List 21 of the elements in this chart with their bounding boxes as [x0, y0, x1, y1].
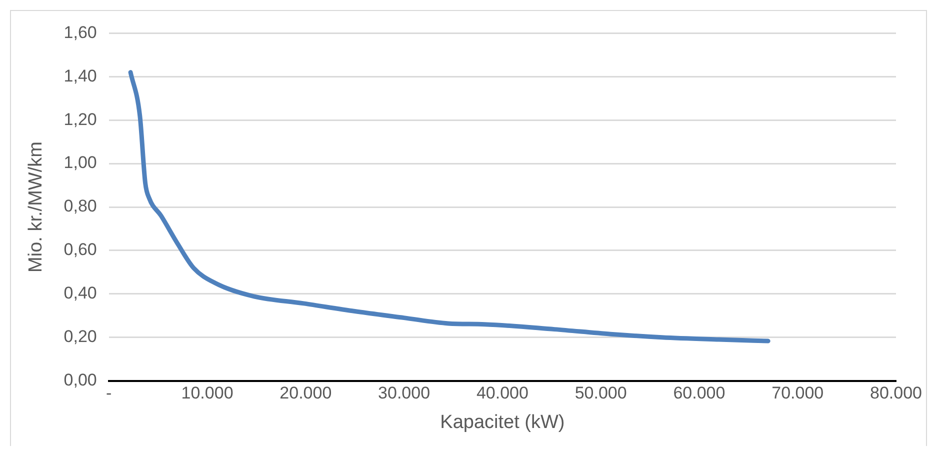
x-tick-label: 40.000 [476, 384, 528, 403]
x-tick-label: 30.000 [378, 384, 430, 403]
y-tick-label: 0,00 [64, 370, 97, 390]
y-tick-label: 1,60 [64, 22, 97, 42]
y-tick-label: 0,40 [64, 284, 97, 303]
x-tick-label: 70.000 [772, 384, 824, 403]
y-tick-label: 1,00 [64, 153, 97, 172]
y-tick-label: 1,40 [64, 66, 97, 86]
x-tick-label: 20.000 [280, 384, 332, 403]
y-axis-title: Mio. kr./MW/km [26, 142, 47, 272]
line-series [128, 70, 770, 344]
x-axis-title: Kapacitet (kW) [440, 412, 565, 433]
x-tick-label: 10.000 [181, 384, 234, 403]
y-tick-label: 1,20 [64, 110, 97, 129]
x-tick-label: 80.000 [870, 384, 922, 403]
y-tick-label: 0,80 [64, 196, 97, 216]
y-tick-label: 0,60 [64, 240, 97, 260]
x-tick-label: 50.000 [574, 384, 627, 403]
x-tick-label: 60.000 [673, 384, 726, 403]
x-tick-label: - [106, 384, 112, 403]
y-tick-label: 0,20 [64, 327, 97, 346]
